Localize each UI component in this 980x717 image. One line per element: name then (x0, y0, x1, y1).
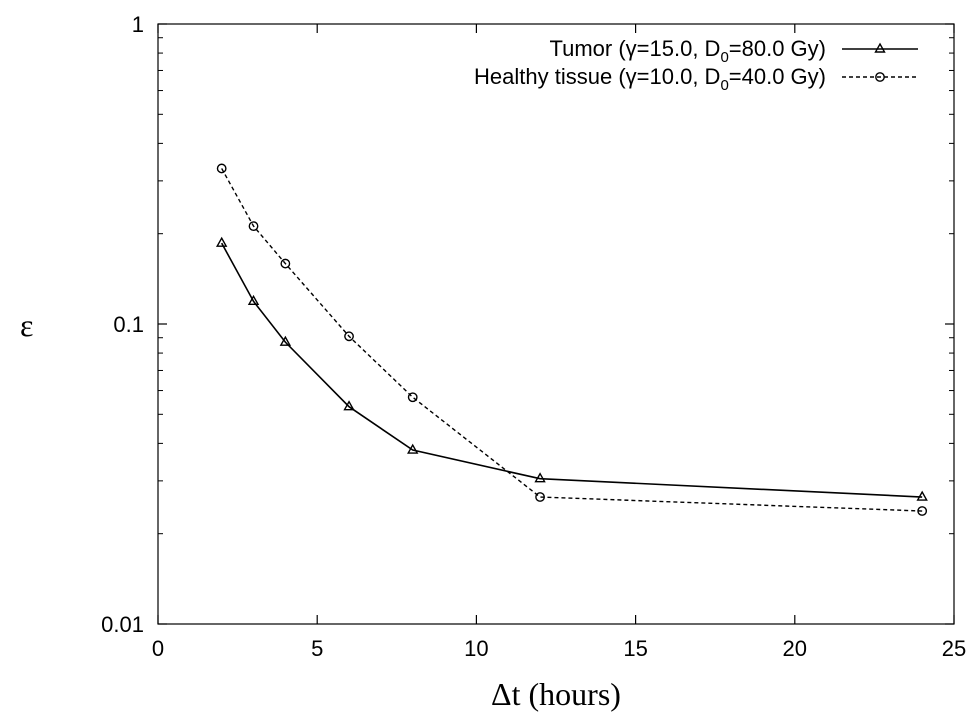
series-point-1 (344, 331, 354, 342)
series-point-0 (215, 236, 228, 247)
series-line-0 (220, 242, 923, 498)
series-point-0 (407, 443, 419, 454)
x-axis-title: Δt (hours) (491, 676, 621, 712)
series-point-1 (216, 163, 227, 174)
x-tick-label: 15 (623, 636, 647, 661)
y-axis-title: ε (20, 307, 33, 343)
x-tick-label: 5 (311, 636, 323, 661)
legend-label-tumor: Tumor (γ=15.0, D0=80.0 Gy) (549, 36, 826, 66)
x-tick-label: 0 (152, 636, 164, 661)
series-point-0 (247, 294, 260, 306)
legend-marker-healthy (875, 72, 885, 82)
series-point-1 (280, 258, 291, 269)
series-point-0 (916, 490, 928, 501)
x-tick-label: 20 (783, 636, 807, 661)
series-layer (215, 163, 928, 516)
series-point-1 (535, 492, 545, 502)
x-tick-label: 10 (464, 636, 488, 661)
axis-ticks: 0 5 10 15 20 25 0.01 0.1 1 (101, 12, 966, 661)
series-line-1 (221, 168, 923, 512)
series-point-0 (343, 400, 355, 411)
legend: Tumor (γ=15.0, D0=80.0 Gy) Healthy tissu… (474, 36, 918, 94)
x-tick-label: 25 (942, 636, 966, 661)
y-tick-label: 1 (132, 12, 144, 37)
y-tick-label: 0.1 (113, 312, 144, 337)
plot-frame (157, 23, 955, 625)
legend-marker-tumor (874, 42, 886, 53)
series-point-1 (917, 506, 928, 516)
series-point-0 (279, 335, 292, 346)
legend-label-healthy: Healthy tissue (γ=10.0, D0=40.0 Gy) (474, 64, 826, 94)
series-point-0 (534, 472, 546, 483)
series-point-1 (407, 392, 418, 403)
series-point-1 (248, 221, 259, 231)
y-tick-label: 0.01 (101, 612, 144, 637)
